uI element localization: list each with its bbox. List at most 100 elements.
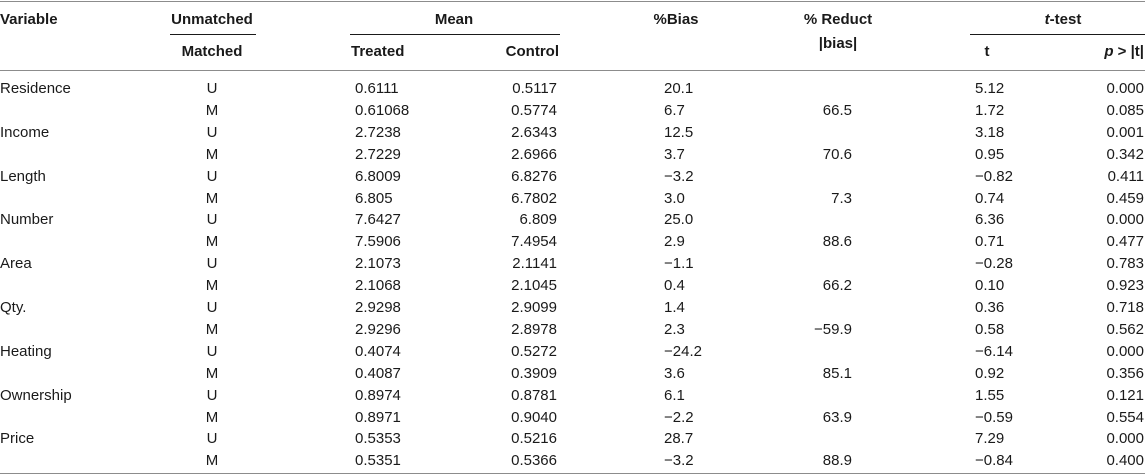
cell-p: 0.477 bbox=[1106, 233, 1144, 251]
cell-um: M bbox=[205, 145, 219, 163]
cell-t: 1.72 bbox=[975, 101, 1005, 119]
cell-bias: 2.9 bbox=[664, 233, 685, 251]
cell-bias: −2.2 bbox=[664, 408, 694, 426]
header-p-rest: > |t| bbox=[1113, 43, 1144, 60]
header-t: t bbox=[984, 43, 990, 60]
cell-treated: 0.8974 bbox=[355, 386, 401, 404]
cell-um: U bbox=[206, 430, 218, 448]
cell-p: 0.000 bbox=[1106, 211, 1144, 229]
cell-p: 0.459 bbox=[1106, 189, 1144, 207]
cell-reduct: 66.5 bbox=[822, 101, 852, 119]
cell-reduct: 85.1 bbox=[822, 364, 852, 382]
cell-bias: 2.3 bbox=[664, 320, 685, 338]
cell-um: U bbox=[206, 80, 218, 97]
cell-variable: Price bbox=[0, 430, 35, 448]
cell-control: 2.8978 bbox=[511, 320, 557, 338]
cell-t: 1.55 bbox=[975, 386, 1005, 404]
cell-control: 0.5366 bbox=[511, 452, 557, 470]
cell-treated: 2.1068 bbox=[355, 277, 401, 295]
cell-um: U bbox=[206, 342, 218, 360]
cell-t: 3.18 bbox=[975, 123, 1005, 141]
cell-t: 0.92 bbox=[975, 364, 1005, 382]
header-ttest-italic: t bbox=[1044, 11, 1050, 28]
cell-p: 0.400 bbox=[1106, 452, 1144, 470]
cell-bias: 3.0 bbox=[664, 189, 685, 207]
cell-um: U bbox=[206, 255, 218, 273]
cell-um: M bbox=[205, 408, 219, 426]
cell-um: U bbox=[206, 123, 218, 141]
cell-t: 0.10 bbox=[975, 277, 1005, 295]
cell-p: 0.001 bbox=[1106, 123, 1144, 141]
cell-treated: 0.5353 bbox=[355, 430, 401, 448]
cell-t: 0.36 bbox=[975, 299, 1005, 316]
cell-bias: 0.4 bbox=[664, 277, 685, 295]
ttest-underline bbox=[970, 34, 1145, 35]
header-reduct: % Reduct bbox=[803, 11, 873, 28]
cell-t: −0.84 bbox=[975, 452, 1013, 470]
cell-control: 2.9099 bbox=[511, 299, 557, 316]
cell-bias: 3.7 bbox=[664, 145, 685, 163]
header-p: p > |t| bbox=[1104, 43, 1144, 61]
cell-treated: 7.5906 bbox=[355, 233, 401, 251]
cell-um: M bbox=[205, 364, 219, 382]
cell-control: 0.5117 bbox=[512, 80, 557, 97]
cell-p: 0.121 bbox=[1106, 386, 1144, 404]
cell-control: 2.1045 bbox=[511, 277, 557, 295]
cell-bias: 28.7 bbox=[664, 430, 694, 448]
mean-underline bbox=[350, 34, 560, 35]
cell-um: U bbox=[206, 211, 218, 229]
cell-control: 0.5216 bbox=[511, 430, 557, 448]
cell-t: 5.12 bbox=[975, 80, 1005, 97]
cell-um: U bbox=[206, 167, 218, 185]
cell-t: 0.58 bbox=[975, 320, 1005, 338]
header-ttest-rest: -test bbox=[1049, 11, 1082, 28]
cell-t: 6.36 bbox=[975, 211, 1005, 229]
cell-variable: Qty. bbox=[0, 299, 27, 316]
cell-t: −0.59 bbox=[975, 408, 1013, 426]
cell-um: U bbox=[206, 299, 218, 316]
cell-um: M bbox=[205, 277, 219, 295]
table-top-rule bbox=[0, 1, 1145, 2]
cell-reduct: 88.9 bbox=[822, 452, 852, 470]
cell-p: 0.000 bbox=[1106, 430, 1144, 448]
cell-variable: Area bbox=[0, 255, 32, 273]
cell-control: 0.8781 bbox=[511, 386, 557, 404]
header-p-italic: p bbox=[1104, 43, 1114, 60]
cell-treated: 2.1073 bbox=[355, 255, 401, 273]
cell-treated: 7.6427 bbox=[355, 211, 401, 229]
cell-t: −6.14 bbox=[975, 342, 1013, 360]
cell-treated: 0.8971 bbox=[355, 408, 401, 426]
cell-um: M bbox=[205, 189, 219, 207]
cell-bias: 6.7 bbox=[664, 101, 685, 119]
cell-treated: 2.7238 bbox=[355, 123, 401, 141]
cell-reduct: 63.9 bbox=[822, 408, 852, 426]
cell-bias: 3.6 bbox=[664, 364, 685, 382]
header-unmatched: Unmatched bbox=[171, 11, 253, 28]
header-mean: Mean bbox=[434, 11, 474, 28]
cell-control: 0.5774 bbox=[511, 101, 557, 119]
cell-treated: 2.9298 bbox=[355, 299, 401, 316]
table-bottom-rule bbox=[0, 473, 1145, 474]
cell-treated: 0.5351 bbox=[355, 452, 401, 470]
cell-reduct: 66.2 bbox=[822, 277, 852, 295]
header-reduct-bias: |bias| bbox=[818, 35, 858, 52]
cell-p: 0.342 bbox=[1106, 145, 1144, 163]
cell-treated: 0.4087 bbox=[355, 364, 401, 382]
cell-reduct: 88.6 bbox=[822, 233, 852, 251]
cell-variable: Income bbox=[0, 123, 50, 141]
cell-t: 7.29 bbox=[975, 430, 1005, 448]
cell-bias: 12.5 bbox=[664, 123, 694, 141]
cell-variable: Ownership bbox=[0, 386, 72, 404]
cell-treated: 0.61068 bbox=[355, 101, 410, 119]
cell-bias: 6.1 bbox=[664, 386, 685, 404]
cell-bias: 20.1 bbox=[664, 80, 694, 97]
cell-p: 0.000 bbox=[1106, 342, 1144, 360]
cell-t: −0.28 bbox=[975, 255, 1013, 273]
header-ttest: t-test bbox=[1045, 11, 1082, 29]
cell-treated: 6.805 bbox=[355, 189, 393, 207]
cell-variable: Residence bbox=[0, 80, 71, 97]
unmatched-underline bbox=[170, 34, 256, 35]
cell-treated: 0.6111 bbox=[355, 80, 399, 97]
cell-control: 2.6966 bbox=[511, 145, 557, 163]
